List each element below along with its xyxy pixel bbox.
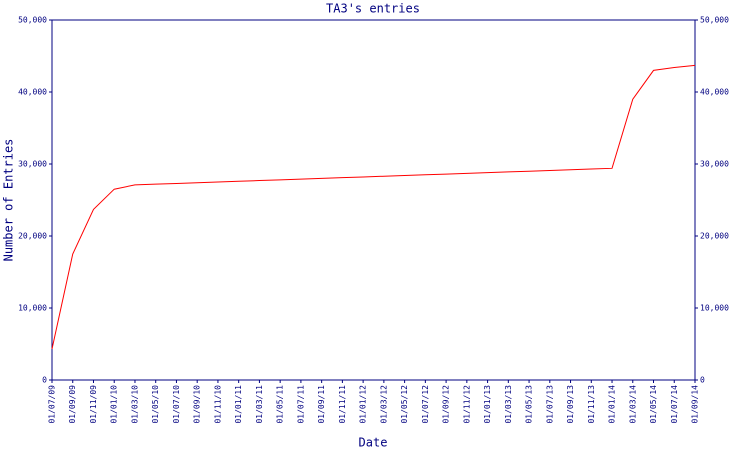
y2-tick-label: 0 — [700, 376, 705, 385]
x-tick-label: 01/01/12 — [359, 385, 368, 424]
x-tick-label: 01/01/11 — [234, 385, 243, 424]
x-tick-label: 01/05/12 — [400, 385, 409, 424]
x-tick-label: 01/07/10 — [172, 385, 181, 424]
x-tick-label: 01/11/13 — [587, 385, 596, 424]
y-tick-label: 40,000 — [18, 88, 47, 97]
x-tick-label: 01/03/11 — [255, 385, 264, 424]
y-tick-label: 0 — [42, 376, 47, 385]
x-tick-label: 01/07/13 — [545, 385, 554, 424]
y-tick-label: 10,000 — [18, 304, 47, 313]
x-tick-label: 01/05/14 — [649, 385, 658, 424]
x-tick-label: 01/09/12 — [442, 385, 451, 424]
x-tick-label: 01/07/11 — [296, 385, 305, 424]
y2-tick-label: 50,000 — [700, 16, 729, 25]
x-tick-label: 01/07/12 — [421, 385, 430, 424]
y-tick-label: 20,000 — [18, 232, 47, 241]
y2-tick-label: 10,000 — [700, 304, 729, 313]
y2-tick-label: 40,000 — [700, 88, 729, 97]
x-tick-label: 01/11/11 — [338, 385, 347, 424]
x-tick-label: 01/09/14 — [691, 385, 700, 424]
data-line — [51, 64, 696, 350]
x-tick-label: 01/07/14 — [670, 385, 679, 424]
y2-tick-label: 20,000 — [700, 232, 729, 241]
x-tick-label: 01/01/13 — [483, 385, 492, 424]
y-tick-label: 50,000 — [18, 16, 47, 25]
x-tick-label: 01/01/14 — [608, 385, 617, 424]
x-tick-label: 01/09/11 — [317, 385, 326, 424]
x-tick-label: 01/03/10 — [130, 385, 139, 424]
chart-title: TA3's entries — [326, 2, 420, 16]
x-tick-label: 01/11/10 — [213, 385, 222, 424]
x-tick-label: 01/03/13 — [504, 385, 513, 424]
x-tick-label: 01/07/09 — [48, 385, 57, 424]
x-tick-label: 01/11/09 — [89, 385, 98, 424]
x-tick-label: 01/09/13 — [566, 385, 575, 424]
x-tick-label: 01/03/12 — [379, 385, 388, 424]
x-tick-label: 01/01/10 — [110, 385, 119, 424]
x-tick-label: 01/05/11 — [276, 385, 285, 424]
x-tick-label: 01/11/12 — [462, 385, 471, 424]
x-tick-label: 01/05/13 — [525, 385, 534, 424]
x-tick-label: 01/05/10 — [151, 385, 160, 424]
x-tick-label: 01/03/14 — [628, 385, 637, 424]
x-tick-label: 01/09/09 — [68, 385, 77, 424]
plot-frame — [51, 19, 696, 381]
y-tick-label: 30,000 — [18, 160, 47, 169]
x-tick-label: 01/09/10 — [193, 385, 202, 424]
y-axis-label: Number of Entries — [2, 139, 16, 262]
x-axis-label: Date — [359, 436, 388, 450]
y2-tick-label: 30,000 — [700, 160, 729, 169]
